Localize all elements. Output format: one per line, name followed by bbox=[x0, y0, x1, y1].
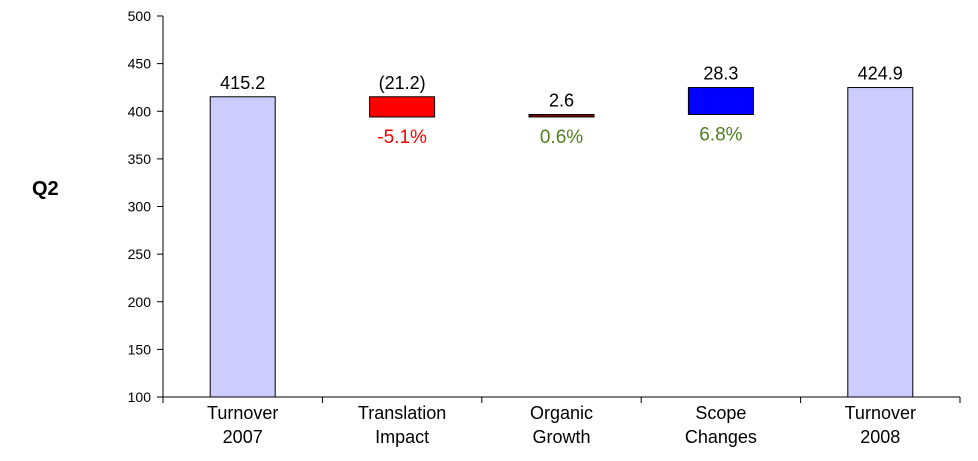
bar bbox=[209, 96, 276, 398]
category-label: 2008 bbox=[860, 427, 900, 447]
bar-pct-label: 6.8% bbox=[699, 124, 742, 145]
y-tick-label: 150 bbox=[128, 341, 152, 357]
bar-value-label: (21.2) bbox=[379, 73, 426, 93]
category-label: 2007 bbox=[223, 427, 263, 447]
bar bbox=[528, 113, 595, 118]
y-tick-label: 200 bbox=[128, 294, 152, 310]
y-tick-label: 500 bbox=[128, 8, 152, 24]
bar-pct-label: -5.1% bbox=[377, 127, 427, 148]
y-tick-label: 250 bbox=[128, 246, 152, 262]
quarter-label: Q2 bbox=[32, 178, 59, 200]
category-label: Turnover bbox=[845, 403, 916, 423]
category-label: Growth bbox=[532, 427, 590, 447]
bar-value-label: 424.9 bbox=[858, 64, 903, 84]
category-label: Organic bbox=[530, 403, 593, 423]
y-tick-label: 300 bbox=[128, 199, 152, 215]
y-tick-label: 350 bbox=[128, 151, 152, 167]
bar bbox=[369, 96, 436, 118]
category-label: Changes bbox=[685, 427, 757, 447]
y-tick-label: 450 bbox=[128, 56, 152, 72]
bar bbox=[847, 87, 914, 398]
category-label: Scope bbox=[695, 403, 746, 423]
category-label: Impact bbox=[375, 427, 429, 447]
bar-value-label: 2.6 bbox=[549, 90, 574, 110]
bar-value-label: 28.3 bbox=[703, 64, 738, 84]
bar-value-label: 415.2 bbox=[220, 73, 265, 93]
category-label: Translation bbox=[358, 403, 446, 423]
bar-pct-label: 0.6% bbox=[540, 127, 583, 148]
y-tick-label: 400 bbox=[128, 103, 152, 119]
category-label: Turnover bbox=[207, 403, 278, 423]
y-tick-label: 100 bbox=[128, 389, 152, 405]
bar bbox=[687, 87, 754, 115]
